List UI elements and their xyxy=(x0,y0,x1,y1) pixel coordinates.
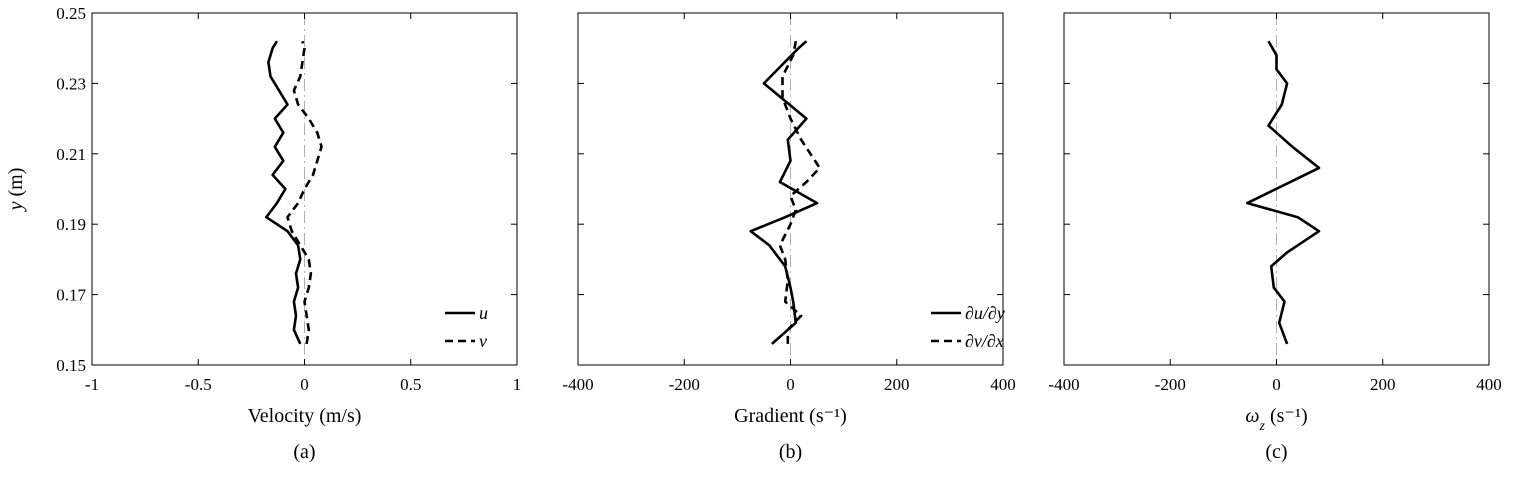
legend-label: u xyxy=(479,303,488,323)
y-tick-label: 0.15 xyxy=(56,356,86,375)
y-axis-label: y (m) xyxy=(5,168,27,213)
x-tick-label: -0.5 xyxy=(185,375,212,394)
x-axis-label-text: Velocity (m/s) xyxy=(248,405,362,427)
series-line-∂v/∂x xyxy=(778,40,822,344)
legend-label: v xyxy=(479,331,487,351)
y-axis-label-unit: (m) xyxy=(5,168,27,202)
x-tick-label: -200 xyxy=(669,375,700,394)
y-tick-label: 0.19 xyxy=(56,215,86,234)
x-tick-label: 0.5 xyxy=(400,375,421,394)
x-axis-label-subscript: z xyxy=(1259,419,1266,434)
y-tick-label: 0.23 xyxy=(56,74,86,93)
legend-label: ∂u/∂y xyxy=(965,303,1005,323)
x-tick-label: -400 xyxy=(1048,375,1079,394)
series-line-v xyxy=(286,40,323,345)
x-tick-label: 200 xyxy=(1370,375,1396,394)
x-axis-label-unit: (s⁻¹) xyxy=(1265,405,1308,427)
x-tick-label: 1 xyxy=(513,375,522,394)
x-tick-label: 400 xyxy=(990,375,1016,394)
panel-caption: (b) xyxy=(779,441,802,463)
x-tick-label: 0 xyxy=(1272,375,1281,394)
y-axis-label-var: y xyxy=(5,201,27,212)
x-tick-label: 200 xyxy=(884,375,910,394)
x-axis-label-var: ω xyxy=(1245,405,1259,427)
y-tick-label: 0.17 xyxy=(56,286,86,305)
x-axis-label: ωz (s⁻¹) xyxy=(1245,405,1307,434)
x-tick-label: 0 xyxy=(300,375,309,394)
x-axis-label: Velocity (m/s) xyxy=(248,405,362,427)
panel-c: -400 -200 0 200 400 ωz (s⁻¹) (c) xyxy=(1048,12,1502,463)
panel-caption: (c) xyxy=(1265,441,1287,463)
series-line-∂u/∂y xyxy=(749,40,819,345)
x-axis-label-text: Gradient xyxy=(734,405,804,427)
x-tick-label: 400 xyxy=(1476,375,1502,394)
x-tick-label: -200 xyxy=(1155,375,1186,394)
x-tick-label: 0 xyxy=(786,375,795,394)
x-axis-label: Gradient (s⁻¹) xyxy=(734,405,847,427)
panel-a: 0.15 0.17 0.19 0.21 0.23 0.25 -1 -0.5 0 0.5 1 uv Vel… xyxy=(56,4,521,463)
y-tick-label: 0.21 xyxy=(56,145,86,164)
legend-label: ∂v/∂x xyxy=(965,331,1004,351)
x-tick-label: -1 xyxy=(85,375,99,394)
y-tick-label: 0.25 xyxy=(56,4,86,23)
series-line-u xyxy=(264,40,302,345)
series-line-ω_z xyxy=(1246,40,1321,345)
x-axis-label-unit: (s⁻¹) xyxy=(804,405,847,427)
panel-caption: (a) xyxy=(293,441,315,463)
x-tick-label: -400 xyxy=(562,375,593,394)
